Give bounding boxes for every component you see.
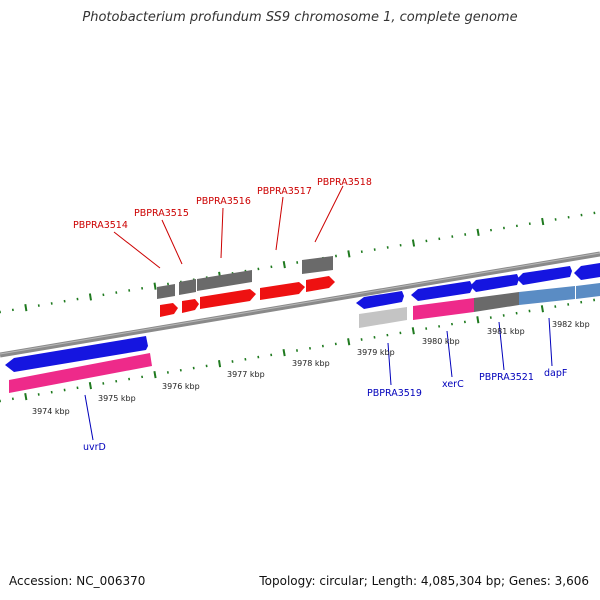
major-tick: [155, 283, 156, 290]
scale-label: 3980 kbp: [422, 337, 460, 346]
scale-label: 3976 kbp: [162, 382, 200, 391]
gene-feature[interactable]: [519, 286, 575, 305]
gene-feature[interactable]: [302, 256, 333, 274]
accession-label: Accession: NC_006370: [9, 574, 145, 588]
gene-feature[interactable]: [182, 299, 199, 313]
gene-feature[interactable]: [157, 284, 175, 299]
gene-label[interactable]: PBPRA3518: [317, 177, 372, 188]
scale-label: 3975 kbp: [98, 394, 136, 403]
gene-label[interactable]: PBPRA3519: [367, 388, 422, 399]
major-tick: [413, 240, 414, 247]
gene-label[interactable]: uvrD: [83, 442, 106, 453]
gene-feature[interactable]: [474, 292, 519, 312]
gene-label[interactable]: PBPRA3516: [196, 196, 251, 207]
scale-label: 3974 kbp: [32, 407, 70, 416]
major-tick: [25, 304, 26, 311]
major-tick: [542, 218, 543, 225]
major-tick: [219, 360, 220, 367]
major-tick: [154, 371, 155, 378]
major-tick: [477, 316, 478, 323]
label-leader-lines: [85, 186, 552, 440]
gene-feature[interactable]: [197, 270, 252, 291]
major-tick: [284, 261, 285, 268]
gene-feature[interactable]: [306, 276, 335, 292]
leader-line: [221, 208, 223, 258]
gene-feature[interactable]: [160, 303, 178, 317]
gene-labels: PBPRA3514 PBPRA3515 PBPRA3516 PBPRA3517 …: [73, 177, 567, 453]
gene-label[interactable]: dapF: [544, 368, 567, 379]
scale-label: 3982 kbp: [552, 320, 590, 329]
leader-line: [114, 232, 160, 268]
leader-line: [276, 197, 283, 250]
scale-label: 3978 kbp: [292, 359, 330, 368]
gene-feature[interactable]: [574, 263, 600, 280]
scale-label: 3979 kbp: [357, 348, 395, 357]
gene-feature[interactable]: [576, 283, 600, 299]
scale-label: 3977 kbp: [227, 370, 265, 379]
major-tick: [413, 327, 414, 334]
major-tick: [90, 294, 91, 301]
major-tick: [348, 338, 349, 345]
leader-line: [85, 395, 93, 440]
gene-feature[interactable]: [359, 307, 407, 328]
gene-label[interactable]: PBPRA3521: [479, 372, 534, 383]
scale-label: 3981 kbp: [487, 327, 525, 336]
major-tick: [478, 229, 479, 236]
genome-map-page: Photobacterium profundum SS9 chromosome …: [0, 0, 600, 600]
topology-label: Topology: circular; Length: 4,085,304 bp…: [259, 574, 589, 588]
gene-feature[interactable]: [413, 298, 474, 320]
gene-feature[interactable]: [260, 282, 305, 300]
major-tick: [90, 382, 91, 389]
leader-line: [162, 220, 182, 264]
genome-map: 3974 kbp 3975 kbp 3976 kbp 3977 kbp 3978…: [0, 0, 600, 600]
gene-label[interactable]: xerC: [442, 379, 464, 390]
gene-label[interactable]: PBPRA3515: [134, 208, 189, 219]
major-tick: [284, 349, 285, 356]
gene-label[interactable]: PBPRA3514: [73, 220, 128, 231]
gene-feature[interactable]: [200, 289, 256, 309]
leader-line: [315, 186, 343, 242]
major-tick: [25, 393, 26, 400]
major-tick: [542, 305, 543, 312]
gene-label[interactable]: PBPRA3517: [257, 186, 312, 197]
major-tick: [348, 250, 349, 257]
